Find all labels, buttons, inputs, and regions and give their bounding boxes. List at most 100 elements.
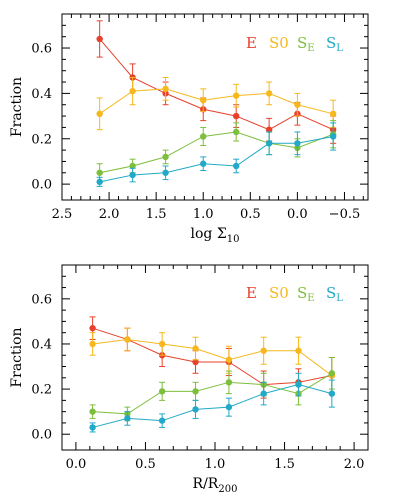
data-point: [232, 162, 240, 170]
data-point: [265, 126, 273, 133]
legend-label: S: [326, 34, 336, 52]
data-point: [200, 160, 207, 167]
x-tick-label: 0.0: [287, 207, 308, 222]
series-s0: [96, 77, 337, 131]
data-point: [192, 345, 199, 352]
data-point: [328, 390, 336, 397]
y-axis-label: Fraction: [9, 327, 25, 387]
legend-entry: SL: [326, 34, 343, 54]
x-tick-label: 1.0: [193, 207, 214, 222]
data-point: [192, 358, 199, 366]
y-tick-label: 0.0: [31, 178, 52, 193]
series-sl: [96, 122, 337, 187]
legend-label: E: [246, 284, 257, 302]
series-line: [99, 38, 334, 131]
x-axis-label-subscript: 200: [218, 484, 237, 495]
data-point: [162, 85, 169, 93]
x-tick-label: 1.5: [274, 457, 295, 472]
series-line: [92, 338, 333, 376]
data-point: [96, 178, 103, 186]
y-axis-label: Fraction: [9, 77, 25, 137]
data-point: [329, 133, 337, 140]
x-axis-label-main: R/R: [193, 476, 219, 492]
plot-frame: [61, 13, 369, 201]
y-tick-label: 0.4: [31, 87, 52, 102]
data-point: [162, 153, 169, 161]
x-axis-label: R/R200: [193, 476, 238, 495]
legend-label: S: [297, 284, 307, 302]
legend-label: E: [246, 34, 257, 52]
legend-entry: S0: [269, 34, 289, 52]
legend-entry: SL: [326, 284, 343, 304]
x-axis-label-subscript: 10: [227, 234, 240, 245]
series-line: [99, 131, 334, 174]
data-point: [124, 415, 131, 422]
x-tick-label: −0.5: [329, 207, 361, 222]
data-point: [225, 356, 233, 363]
data-point: [158, 388, 166, 395]
series-line: [92, 384, 332, 428]
legend-subscript: E: [307, 293, 314, 304]
data-point: [225, 403, 233, 411]
y-tick-label: 0.4: [31, 337, 52, 352]
data-point: [129, 171, 136, 179]
data-point: [200, 96, 207, 104]
x-axis-label: log Σ10: [191, 226, 240, 245]
data-point: [225, 379, 233, 386]
legend-label: S: [297, 34, 307, 52]
data-point: [89, 424, 96, 431]
data-point: [158, 340, 166, 348]
data-point: [96, 169, 103, 176]
x-tick-label: 1.5: [146, 207, 167, 222]
data-point: [232, 128, 240, 136]
x-axis-label-main: log Σ: [191, 226, 227, 242]
legend-entry: S0: [269, 284, 289, 302]
data-point: [162, 169, 169, 176]
x-tick-label: 2.0: [344, 457, 365, 472]
x-tick-label: 0.5: [135, 457, 156, 472]
legend-entry: E: [246, 34, 257, 52]
x-tick-label: 1.0: [205, 457, 226, 472]
series-line: [92, 372, 333, 415]
data-point: [232, 112, 240, 120]
data-point: [295, 347, 302, 354]
data-point: [232, 92, 240, 99]
data-point: [329, 110, 337, 118]
data-point: [265, 90, 273, 97]
y-tick-label: 0.0: [31, 428, 52, 443]
panel-radius: 0.0 0.5 1.0 1.5 2.0 0.0 0.2 0.4 0.6 Fraction R/R20…: [9, 264, 369, 495]
series-s0: [89, 327, 336, 395]
series-sl: [89, 372, 336, 433]
series-line: [99, 88, 334, 115]
data-point: [96, 110, 103, 118]
x-tick-label: 2.0: [99, 207, 120, 222]
legend-subscript: L: [336, 43, 343, 54]
data-point: [294, 140, 301, 147]
legend-label: S0: [269, 284, 289, 302]
y-tick-label: 0.6: [31, 292, 52, 307]
data-point: [192, 388, 199, 395]
data-point: [200, 133, 207, 140]
y-tick-label: 0.6: [31, 42, 52, 57]
data-point: [260, 390, 267, 397]
legend-label: S0: [269, 34, 289, 52]
x-tick-label: 0.0: [66, 457, 87, 472]
legend-label: S: [326, 284, 336, 302]
series-line: [99, 135, 334, 183]
data-point: [294, 101, 301, 108]
data-point: [158, 417, 166, 424]
legend-entry: E: [246, 284, 257, 302]
data-point: [260, 347, 267, 354]
data-point: [89, 408, 96, 415]
data-point: [124, 336, 131, 343]
series-line: [92, 327, 332, 386]
data-point: [129, 162, 136, 170]
data-point: [265, 140, 273, 147]
plot-frame: [61, 264, 369, 451]
data-point: [89, 340, 96, 348]
panel-density: 2.5 2.0 1.5 1.0 0.5 0.0 −0.5 0.0 0.2 0.4 0.6 Fracti…: [9, 13, 369, 245]
legend-entry: SE: [297, 284, 315, 304]
legend-subscript: E: [307, 43, 314, 54]
data-point: [89, 324, 96, 332]
